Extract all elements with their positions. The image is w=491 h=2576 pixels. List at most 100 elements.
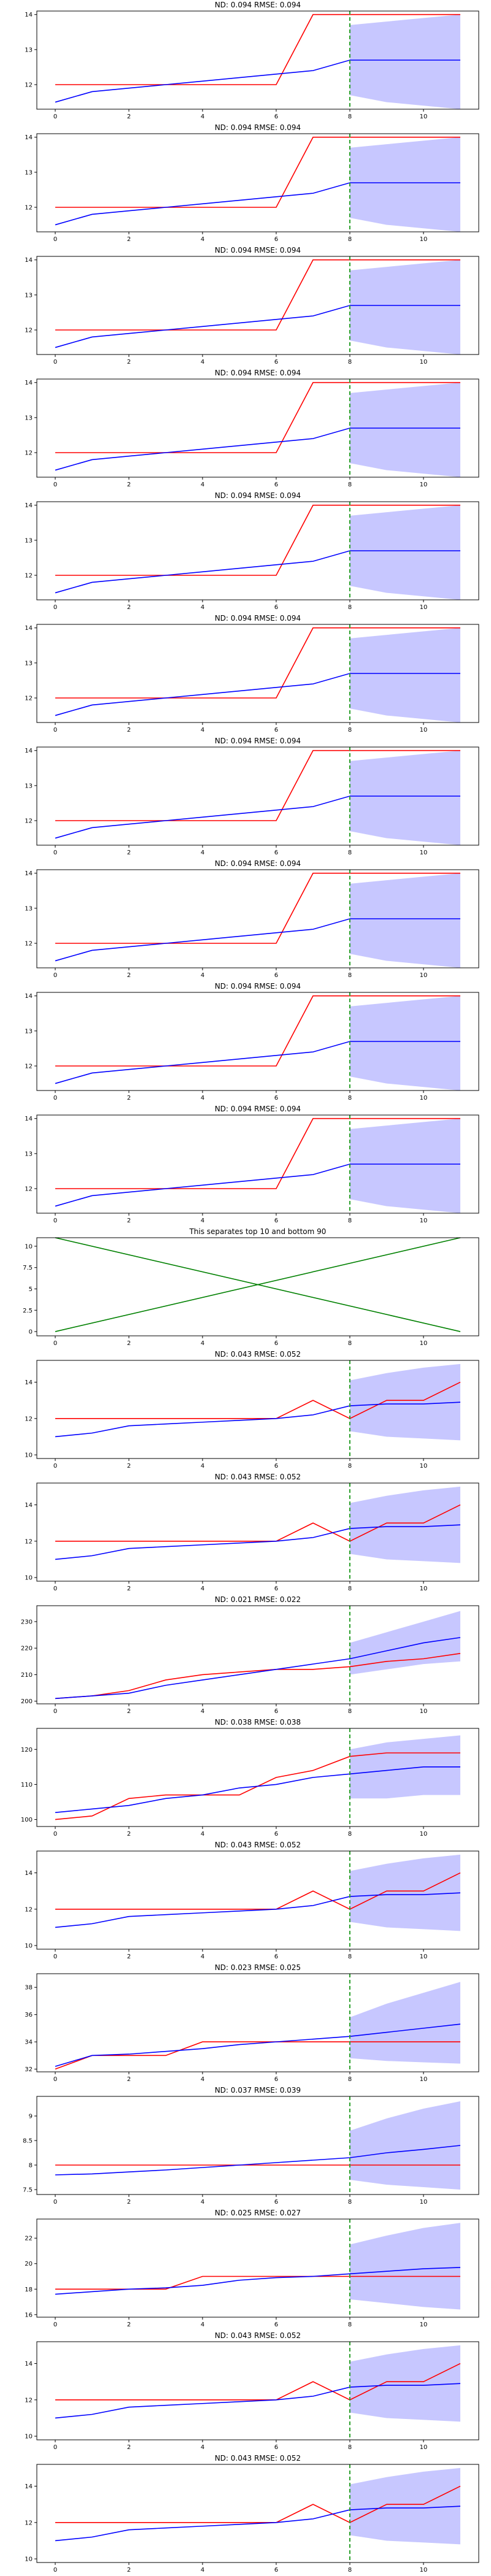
chart-title: ND: 0.094 RMSE: 0.094 [215, 982, 301, 991]
actual-series-line [55, 2041, 460, 2070]
y-tick-label: 100 [21, 1817, 33, 1823]
y-tick-label: 13 [25, 415, 33, 421]
chart-title: ND: 0.094 RMSE: 0.094 [215, 859, 301, 868]
y-tick-label: 10 [25, 1452, 33, 1459]
actual-series-line [55, 872, 460, 944]
x-tick-label: 0 [53, 604, 57, 611]
plot-frame [36, 1728, 479, 1827]
y-tick-label: 12 [25, 1906, 33, 1913]
chart-panel-9: ND: 0.094 RMSE: 0.094 0 2 4 6 8 10 12 13 14 [25, 982, 479, 1102]
x-tick-label: 10 [420, 727, 428, 734]
y-tick-label: 13 [25, 47, 33, 53]
x-tick-label: 2 [127, 1708, 131, 1715]
actual-series-line [55, 259, 460, 331]
forecast-series-line [55, 2383, 461, 2419]
x-tick-label: 8 [348, 2567, 352, 2574]
y-tick-label: 9 [29, 2114, 33, 2120]
x-tick-label: 2 [127, 849, 131, 856]
x-tick-label: 0 [53, 359, 57, 366]
plot-frame [36, 1850, 479, 1950]
x-tick-label: 6 [274, 972, 278, 979]
actual-series-line [55, 995, 460, 1067]
confidence-band [350, 14, 460, 110]
y-tick-label: 120 [21, 1747, 33, 1754]
chart-panel-2: ND: 0.094 RMSE: 0.094 0 2 4 6 8 10 12 13 14 [25, 123, 479, 243]
x-tick-label: 8 [348, 727, 352, 734]
confidence-band [350, 505, 460, 600]
x-tick-label: 2 [127, 2076, 131, 2083]
plot-frame [36, 1114, 479, 1214]
actual-series-line [55, 2485, 461, 2523]
y-tick-label: 5 [29, 1286, 33, 1293]
confidence-band [350, 1118, 460, 1213]
forecast-series-line [55, 1524, 461, 1560]
y-tick-label: 12 [25, 941, 33, 948]
plot-frame [36, 1605, 479, 1704]
x-tick-label: 0 [53, 113, 57, 120]
actual-series-line [55, 627, 460, 699]
x-tick-label: 2 [127, 1585, 131, 1592]
y-tick-label: 220 [21, 1646, 33, 1652]
chart-panel-7: ND: 0.094 RMSE: 0.094 0 2 4 6 8 10 12 13 14 [25, 737, 479, 856]
y-tick-label: 12 [25, 2520, 33, 2526]
chart-title: ND: 0.094 RMSE: 0.094 [215, 1, 301, 9]
x-tick-label: 8 [348, 1340, 352, 1347]
y-tick-label: 14 [25, 625, 33, 632]
actual-series-line [55, 1117, 460, 1189]
x-tick-label: 0 [53, 1463, 57, 1470]
x-tick-label: 6 [274, 2567, 278, 2574]
y-tick-label: 36 [25, 2012, 33, 2018]
chart-title: This separates top 10 and bottom 90 [189, 1227, 327, 1236]
x-tick-label: 0 [53, 1708, 57, 1715]
x-tick-label: 0 [53, 727, 57, 734]
x-tick-label: 6 [274, 1585, 278, 1592]
x-tick-label: 0 [53, 972, 57, 979]
y-tick-label: 13 [25, 905, 33, 912]
actual-series-line [55, 1504, 461, 1542]
x-tick-label: 0 [53, 1585, 57, 1592]
x-tick-label: 6 [274, 113, 278, 120]
confidence-band [350, 137, 460, 232]
x-tick-label: 6 [274, 359, 278, 366]
x-tick-label: 4 [201, 1585, 204, 1592]
chart-panel-5: ND: 0.094 RMSE: 0.094 0 2 4 6 8 10 12 13 14 [25, 491, 479, 611]
confidence-band [350, 750, 460, 845]
chart-title: ND: 0.025 RMSE: 0.027 [215, 2209, 301, 2217]
x-tick-label: 10 [420, 1217, 428, 1224]
x-tick-label: 0 [53, 1831, 57, 1838]
y-tick-label: 14 [25, 1379, 33, 1386]
x-tick-label: 10 [420, 2199, 428, 2206]
x-tick-label: 6 [274, 2444, 278, 2451]
y-tick-label: 13 [25, 1151, 33, 1157]
x-tick-label: 6 [274, 1708, 278, 1715]
plot-frame [36, 2218, 479, 2318]
x-tick-label: 0 [53, 2567, 57, 2574]
forecast-series-line [55, 2505, 461, 2542]
y-tick-label: 13 [25, 1028, 33, 1035]
y-tick-label: 230 [21, 1619, 33, 1625]
x-tick-label: 8 [348, 236, 352, 243]
x-tick-label: 2 [127, 1095, 131, 1102]
x-tick-label: 10 [420, 1708, 428, 1715]
x-tick-label: 4 [201, 1831, 204, 1838]
chart-panel-14: ND: 0.021 RMSE: 0.022 0 2 4 6 8 10 200 210 220 230 [21, 1595, 479, 1715]
x-tick-label: 8 [348, 1585, 352, 1592]
x-tick-label: 10 [420, 1585, 428, 1592]
chart-panel-11: This separates top 10 and bottom 90 0 2 4 6 8… [23, 1227, 479, 1347]
x-tick-label: 10 [420, 2321, 428, 2328]
x-tick-label: 8 [348, 1217, 352, 1224]
x-tick-label: 6 [274, 1095, 278, 1102]
y-tick-label: 13 [25, 783, 33, 789]
x-tick-label: 2 [127, 1953, 131, 1960]
y-tick-label: 13 [25, 169, 33, 176]
plot-frame [36, 133, 479, 232]
forecast-series-line [55, 305, 460, 348]
y-tick-label: 14 [25, 502, 33, 509]
x-tick-label: 6 [274, 727, 278, 734]
chart-title: ND: 0.094 RMSE: 0.094 [215, 737, 301, 745]
x-tick-label: 2 [127, 1831, 131, 1838]
x-tick-label: 2 [127, 113, 131, 120]
chart-title: ND: 0.094 RMSE: 0.094 [215, 369, 301, 377]
x-tick-label: 8 [348, 1095, 352, 1102]
chart-title: ND: 0.094 RMSE: 0.094 [215, 614, 301, 623]
